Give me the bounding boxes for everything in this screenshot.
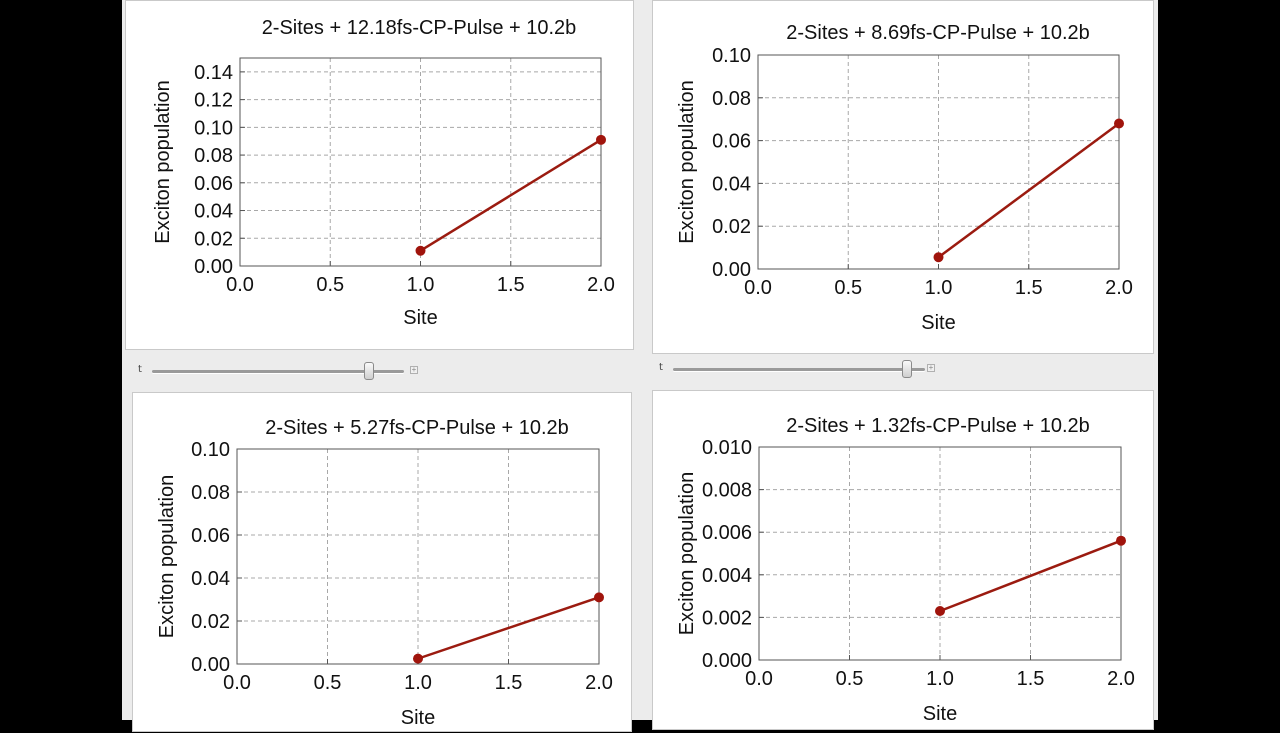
plot-3: 2-Sites + 5.27fs-CP-Pulse + 10.2b 0.0 0.5 1… — [156, 417, 613, 729]
y-tick-label: 0.010 — [702, 437, 752, 459]
y-tick-label: 0.08 — [712, 88, 751, 110]
y-tick-label: 0.008 — [702, 480, 752, 502]
chart-title: 2-Sites + 12.18fs-CP-Pulse + 10.2b — [262, 17, 577, 39]
y-tick-label: 0.00 — [191, 654, 230, 676]
t-slider-thumb[interactable] — [363, 362, 374, 380]
y-tick-label: 0.10 — [712, 45, 751, 67]
x-tick-label: 1.5 — [1015, 277, 1043, 299]
y-axis-label: Exciton population — [156, 475, 178, 638]
data-point — [413, 653, 423, 664]
x-tick-label: 2.0 — [1105, 277, 1133, 299]
y-tick-label: 0.004 — [702, 565, 752, 587]
x-axis-label: Site — [401, 707, 435, 729]
plot-panel-1: 2-Sites + 12.18fs-CP-Pulse + 10.2b 0.0 0.5… — [125, 0, 634, 350]
x-tick-label: 1.0 — [925, 277, 953, 299]
expand-controls-icon[interactable]: + — [410, 365, 418, 374]
y-tick-label: 0.04 — [191, 568, 230, 590]
y-tick-label: 0.08 — [191, 482, 230, 504]
x-axis-label: Site — [403, 307, 437, 329]
x-tick-label: 0.5 — [316, 274, 344, 296]
x-tick-label: 0.0 — [223, 672, 251, 694]
data-point — [1114, 118, 1124, 129]
y-tick-label: 0.06 — [191, 525, 230, 547]
y-tick-label: 0.10 — [194, 117, 233, 139]
expand-controls-icon[interactable]: + — [927, 363, 935, 372]
x-tick-label: 0.0 — [745, 668, 773, 690]
t-slider-track[interactable] — [152, 370, 404, 373]
plot-panel-3: 2-Sites + 5.27fs-CP-Pulse + 10.2b 0.0 0.5 1… — [132, 392, 632, 732]
x-tick-label: 2.0 — [587, 274, 615, 296]
y-axis-label: Exciton population — [152, 80, 174, 243]
x-tick-label: 2.0 — [1107, 668, 1135, 690]
x-tick-label: 0.0 — [226, 274, 254, 296]
y-tick-label: 0.06 — [712, 131, 751, 153]
plot-1: 2-Sites + 12.18fs-CP-Pulse + 10.2b 0.0 0.5… — [152, 17, 615, 329]
data-point — [596, 134, 606, 145]
chart-title: 2-Sites + 8.69fs-CP-Pulse + 10.2b — [786, 22, 1090, 44]
x-tick-label: 0.5 — [314, 672, 342, 694]
y-tick-label: 0.02 — [194, 228, 233, 250]
y-tick-label: 0.02 — [712, 216, 751, 238]
series-line — [417, 596, 600, 660]
data-point — [594, 592, 604, 603]
t-slider-track[interactable] — [673, 368, 925, 371]
y-tick-label: 0.00 — [712, 259, 751, 281]
y-tick-label: 0.04 — [194, 201, 233, 223]
x-tick-label: 1.0 — [407, 274, 435, 296]
chart-title: 2-Sites + 5.27fs-CP-Pulse + 10.2b — [265, 417, 569, 439]
x-tick-label: 2.0 — [585, 672, 613, 694]
x-tick-label: 1.5 — [495, 672, 523, 694]
x-tick-label: 1.0 — [404, 672, 432, 694]
y-tick-label: 0.14 — [194, 62, 233, 84]
plot-panel-4: 2-Sites + 1.32fs-CP-Pulse + 10.2b 0.0 0.5 1… — [652, 390, 1154, 730]
x-tick-label: 0.5 — [834, 277, 862, 299]
y-tick-label: 0.10 — [191, 439, 230, 461]
y-axis-label: Exciton population — [676, 80, 698, 243]
x-tick-label: 0.0 — [744, 277, 772, 299]
y-axis-label: Exciton population — [676, 472, 698, 635]
y-tick-label: 0.006 — [702, 522, 752, 544]
x-tick-label: 1.5 — [497, 274, 525, 296]
manipulate-workspace: 2-Sites + 12.18fs-CP-Pulse + 10.2b 0.0 0.5… — [122, 0, 1158, 732]
y-tick-label: 0.02 — [191, 611, 230, 633]
data-point — [933, 252, 944, 263]
data-point — [935, 606, 945, 617]
x-tick-label: 1.5 — [1017, 668, 1045, 690]
t-slider-row-2: t + — [659, 359, 949, 381]
plot-4: 2-Sites + 1.32fs-CP-Pulse + 10.2b 0.0 0.5 1… — [676, 415, 1135, 725]
x-axis-label: Site — [921, 312, 955, 334]
y-tick-label: 0.08 — [194, 145, 233, 167]
y-tick-label: 0.04 — [712, 173, 751, 195]
series-line — [419, 138, 602, 252]
y-tick-label: 0.06 — [194, 173, 233, 195]
y-tick-label: 0.12 — [194, 90, 233, 112]
plot-panel-2: 2-Sites + 8.69fs-CP-Pulse + 10.2b 0.0 0.5 1… — [652, 0, 1154, 354]
y-tick-label: 0.002 — [702, 607, 752, 629]
x-axis-label: Site — [923, 703, 957, 725]
data-point — [1116, 535, 1126, 546]
y-tick-label: 0.00 — [194, 256, 233, 278]
chart-title: 2-Sites + 1.32fs-CP-Pulse + 10.2b — [786, 415, 1090, 437]
series-line — [939, 539, 1122, 613]
y-tick-label: 0.000 — [702, 650, 752, 672]
t-slider-thumb[interactable] — [902, 360, 913, 378]
data-point — [415, 245, 426, 256]
plot-2: 2-Sites + 8.69fs-CP-Pulse + 10.2b 0.0 0.5 1… — [676, 22, 1133, 334]
x-tick-label: 0.5 — [836, 668, 864, 690]
series-line — [937, 122, 1120, 259]
t-slider-row-1: t + — [138, 361, 428, 383]
t-slider-label: t — [659, 362, 663, 373]
t-slider-label: t — [138, 364, 142, 375]
x-tick-label: 1.0 — [926, 668, 954, 690]
